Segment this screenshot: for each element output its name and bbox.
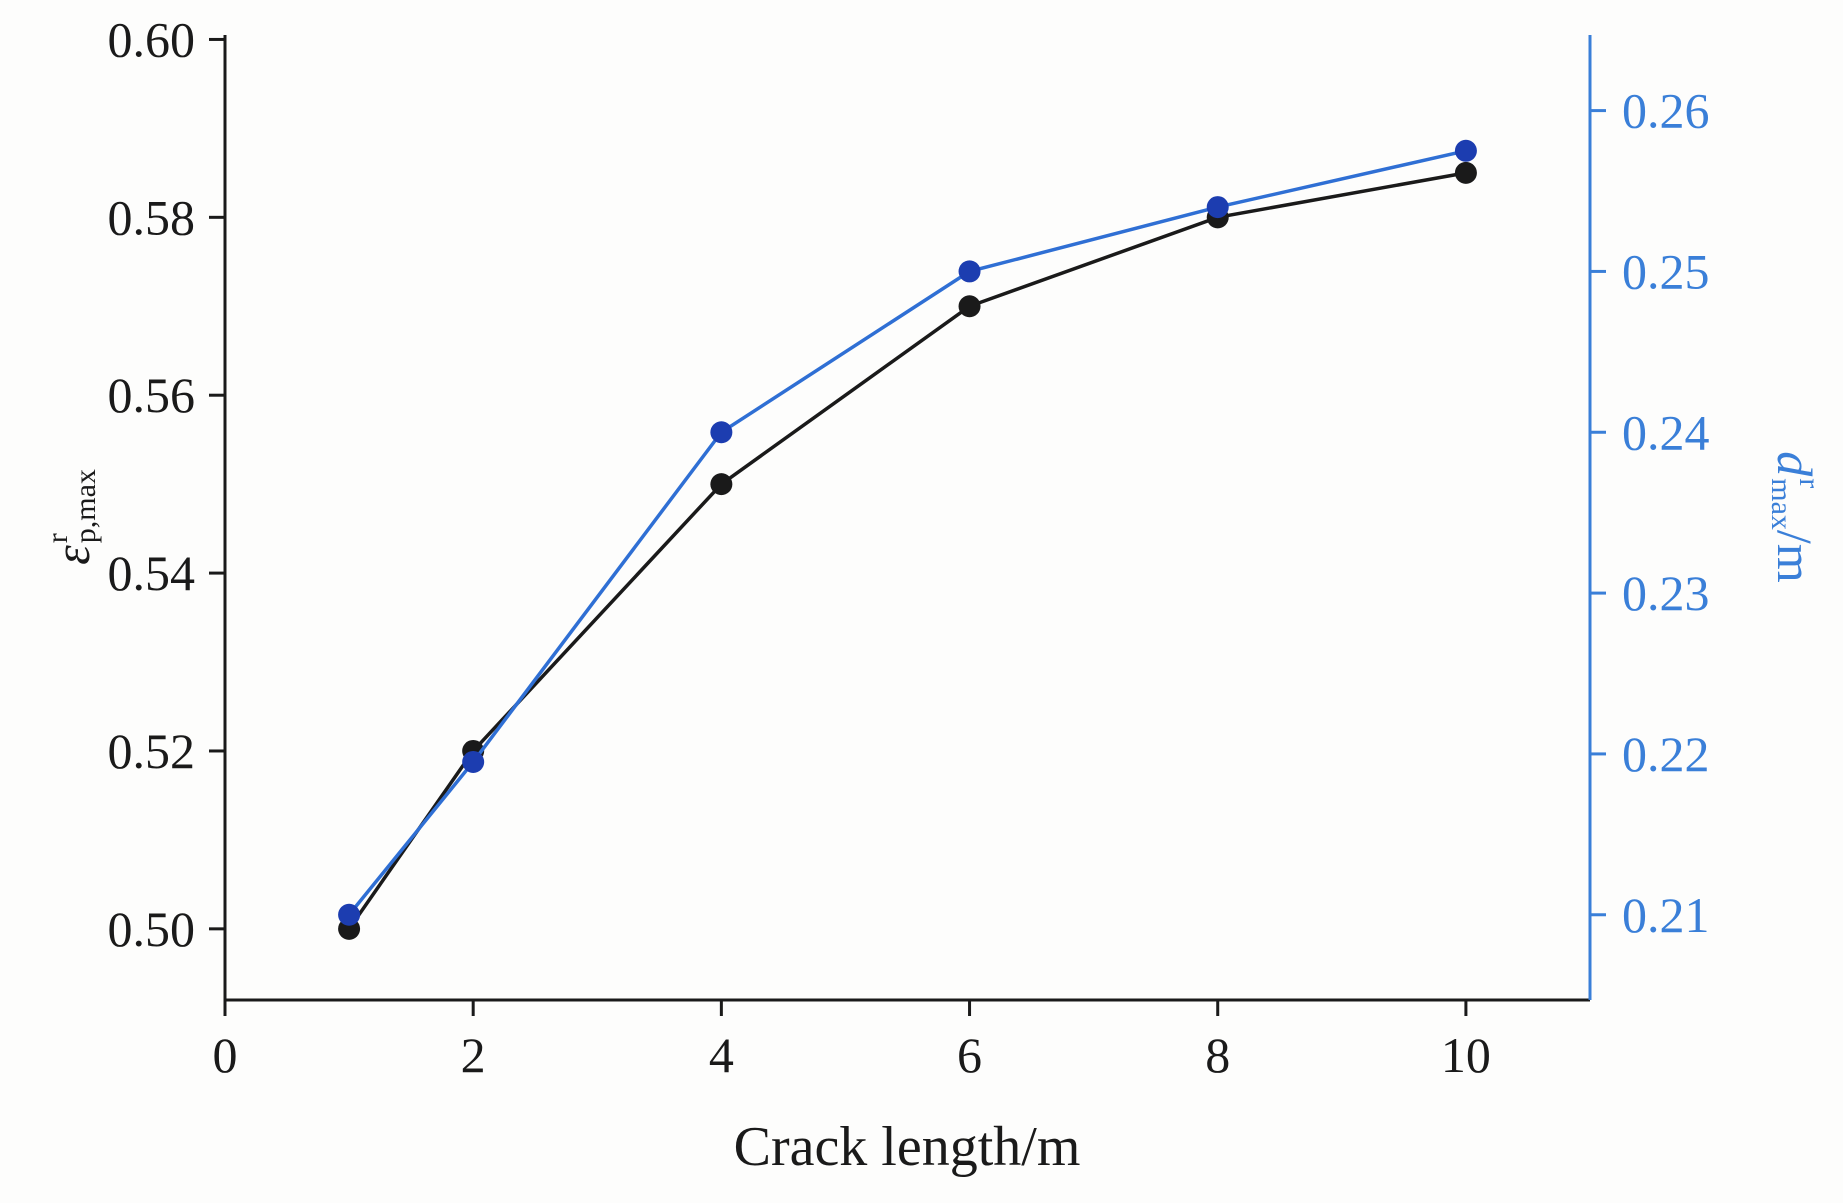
right-axis-subscript: max [1765,478,1798,530]
left-tick-label: 0.54 [108,545,196,601]
right-axis-unit: /m [1767,529,1823,583]
series-line-left [347,171,1467,930]
right-axis-superscript: r [1793,478,1826,489]
right-tick-label: 0.24 [1622,404,1710,460]
right-tick-label: 0.22 [1622,726,1710,782]
left-tick-label: 0.50 [108,901,196,957]
data-point-right [1454,139,1477,162]
right-tick-label: 0.25 [1622,243,1710,299]
left-tick-label: 0.58 [108,189,196,245]
left-axis-superscript: r [41,533,74,544]
right-axis-symbol: d [1767,451,1823,477]
x-tick-label: 10 [1441,1027,1491,1083]
data-point-right [710,421,733,444]
right-tick-label: 0.26 [1622,83,1710,139]
data-point-right [462,750,485,773]
data-point-left [958,295,981,318]
left-tick-label: 0.56 [108,367,196,423]
right-tick-label: 0.21 [1622,887,1710,943]
left-tick-label: 0.52 [108,723,196,779]
series-line-right [347,149,1467,916]
right-axis-label: d r max/m [1765,451,1826,583]
right-axis-supsub: r max [1765,478,1826,530]
data-point-right [338,903,361,926]
x-tick-label: 8 [1205,1027,1230,1083]
data-point-left [710,473,733,496]
x-tick-label: 4 [709,1027,734,1083]
data-point-left [1454,161,1477,184]
left-axis-symbol: ε [44,545,100,565]
left-axis-supsub: r p,max [41,469,102,544]
x-tick-label: 0 [213,1027,238,1083]
right-tick-label: 0.23 [1622,565,1710,621]
data-point-right [1206,196,1229,219]
left-axis-subscript: p,max [69,469,102,544]
x-tick-label: 6 [957,1027,982,1083]
data-point-right [958,260,981,283]
left-tick-label: 0.60 [108,11,196,67]
left-axis-label: ε r p,max [41,469,102,565]
x-axis-label: Crack length/m [733,1116,1081,1178]
x-tick-label: 2 [461,1027,486,1083]
